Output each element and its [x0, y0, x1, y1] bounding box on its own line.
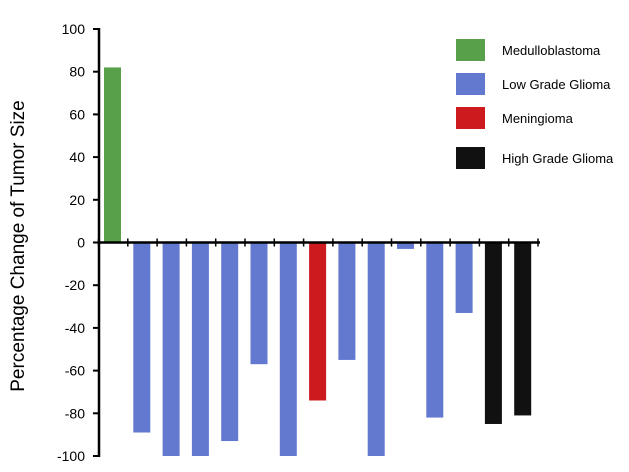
- y-tick-label: -40: [65, 320, 85, 336]
- legend-swatch-low-grade-glioma: [456, 73, 485, 95]
- y-tick-label: -60: [65, 363, 85, 379]
- bar-low-grade-glioma: [133, 242, 151, 433]
- bar-low-grade-glioma: [397, 242, 414, 249]
- bar-high-grade-glioma: [484, 242, 502, 424]
- bar-low-grade-glioma: [279, 242, 297, 456]
- legend-label-meningioma: Meningioma: [502, 111, 574, 126]
- y-tick-label: 20: [69, 192, 85, 208]
- bar-low-grade-glioma: [250, 242, 268, 365]
- bar-low-grade-glioma: [162, 242, 180, 456]
- bar-medulloblastoma: [104, 67, 121, 243]
- bar-low-grade-glioma: [338, 242, 356, 360]
- y-axis: 100 80 60 40 20 0 -20 -40 -60 -80 -100: [57, 21, 101, 464]
- bars: [104, 67, 532, 456]
- bar-low-grade-glioma: [221, 242, 239, 442]
- y-tick-label: -80: [65, 405, 85, 421]
- x-axis: [97, 238, 540, 247]
- y-tick-label: 60: [69, 106, 85, 122]
- legend-label-low-grade-glioma: Low Grade Glioma: [502, 77, 611, 92]
- y-tick-label: 40: [69, 149, 85, 165]
- bar-low-grade-glioma: [367, 242, 385, 456]
- y-tick-label: 80: [69, 64, 85, 80]
- y-tick-label: -100: [57, 448, 85, 464]
- bar-low-grade-glioma: [191, 242, 209, 456]
- legend-label-medulloblastoma: Medulloblastoma: [502, 43, 601, 58]
- legend-label-high-grade-glioma: High Grade Glioma: [502, 151, 614, 166]
- bar-high-grade-glioma: [514, 242, 532, 416]
- bar-low-grade-glioma: [426, 242, 444, 418]
- y-tick-label: 100: [62, 21, 86, 37]
- legend: Medulloblastoma Low Grade Glioma Meningiom…: [456, 39, 614, 169]
- bar-meningioma: [309, 242, 327, 401]
- legend-swatch-high-grade-glioma: [456, 147, 485, 169]
- y-axis-title: Percentage Change of Tumor Size: [8, 100, 29, 392]
- legend-swatch-medulloblastoma: [456, 39, 485, 61]
- y-tick-label: 0: [77, 235, 85, 251]
- legend-swatch-meningioma: [456, 107, 485, 129]
- bar-low-grade-glioma: [455, 242, 473, 313]
- y-tick-label: -20: [65, 277, 85, 293]
